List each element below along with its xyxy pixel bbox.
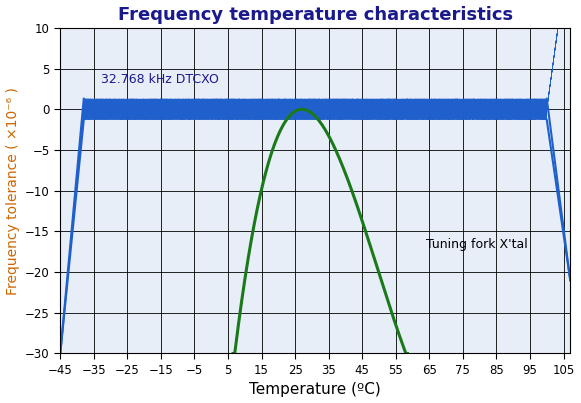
- Y-axis label: Frequency tolerance ( ×10⁻⁶ ): Frequency tolerance ( ×10⁻⁶ ): [6, 87, 20, 295]
- X-axis label: Temperature (ºC): Temperature (ºC): [249, 382, 381, 397]
- Text: 32.768 kHz DTCXO: 32.768 kHz DTCXO: [101, 73, 218, 86]
- Text: Tuning fork X'tal: Tuning fork X'tal: [426, 238, 528, 251]
- Title: Frequency temperature characteristics: Frequency temperature characteristics: [118, 6, 513, 23]
